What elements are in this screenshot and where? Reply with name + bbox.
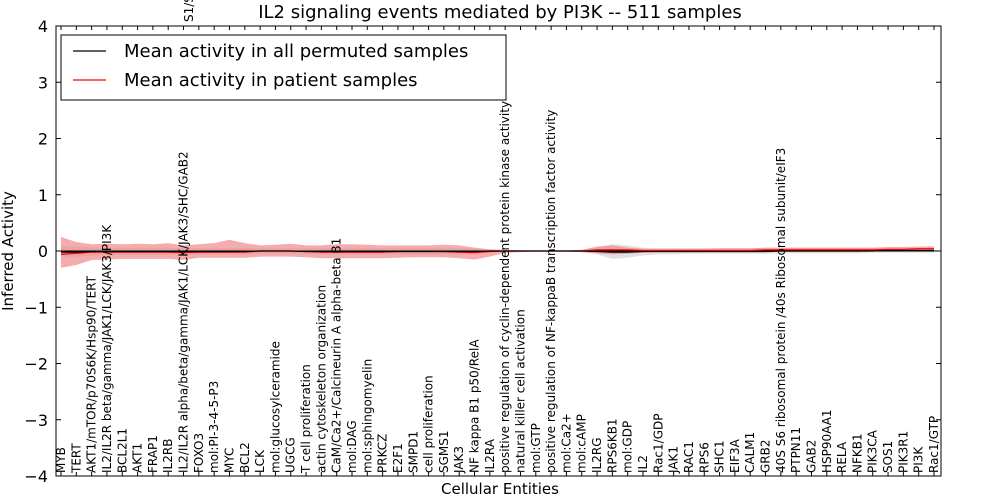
y-tick-label: −1 — [24, 298, 48, 317]
category-label: RELA — [835, 441, 849, 473]
category-label: LCK — [253, 449, 267, 473]
category-label: positive regulation of cyclin-dependent … — [498, 101, 512, 473]
x-axis-label: Cellular Entities — [441, 480, 559, 498]
category-label: mol:cAMP — [575, 414, 589, 473]
category-label: RPS6KB1 — [605, 418, 619, 473]
category-label: actin cytoskeleton organization — [314, 285, 328, 473]
y-tick-label: 0 — [38, 242, 48, 261]
category-label: NFKB1 — [850, 433, 864, 473]
category-label: MYB — [54, 447, 68, 473]
category-label: SMPD1 — [406, 431, 420, 473]
permuted-mean-line — [61, 249, 934, 253]
category-label: UGCG — [284, 437, 298, 473]
legend-patient-label: Mean activity in patient samples — [124, 70, 418, 91]
category-label: positive regulation of NF-kappaB transcr… — [544, 110, 558, 473]
category-label: IL2RB — [161, 439, 175, 473]
y-tick-label: 4 — [38, 17, 48, 36]
category-label: mol:GTP — [529, 423, 543, 473]
category-label: TERT — [69, 443, 83, 474]
category-label: cell proliferation — [422, 375, 436, 473]
category-label: FRAP1 — [146, 435, 160, 473]
y-tick-label: −2 — [24, 355, 48, 374]
category-label: IL2/IL2R alpha/beta/gamma/JAK1/LCK/JAK3/… — [177, 151, 191, 473]
category-label: NF kappa B1 p50/RelA — [468, 339, 482, 473]
category-label: SHC1 — [713, 440, 727, 473]
y-tick-label: 1 — [38, 186, 48, 205]
category-label: natural killer cell activation — [513, 309, 527, 473]
category-label: mol:Ca2+ — [559, 413, 573, 473]
category-label: SOS1 — [881, 441, 895, 473]
category-label: E2F1 — [391, 443, 405, 473]
category-label: SGMS1 — [437, 430, 451, 473]
series-lines — [60, 248, 934, 255]
category-label: IL2RA — [483, 438, 497, 473]
category-label: CALM1 — [743, 432, 757, 473]
category-label: AKT1 — [131, 443, 145, 473]
clipped-top-label-group: S1/SI — [182, 0, 196, 22]
category-label: PIK3CA — [866, 429, 880, 473]
legend-permuted-label: Mean activity in all permuted samples — [124, 41, 468, 62]
y-tick-label: 2 — [38, 130, 48, 149]
category-label: Rac1/GTP — [927, 416, 941, 473]
axes: −4 −3 −2 −1 0 1 2 3 4 — [24, 17, 942, 486]
category-label: IL2/IL2R beta/gamma/JAK1/LCK/JAK3/PI3K — [100, 224, 114, 473]
category-label: JAK3 — [452, 446, 466, 474]
category-label: JAK1 — [667, 446, 681, 474]
category-label: IL2 — [636, 455, 650, 473]
category-label: mol:GDP — [621, 421, 635, 473]
category-label: Rac1/GDP — [651, 414, 665, 473]
y-tick-label: −3 — [24, 411, 48, 430]
category-label: PI3K — [912, 446, 926, 473]
category-label: mol:PI-3-4-5-P3 — [207, 381, 221, 473]
category-label: AKT1/mTOR/p70S6K/Hsp90/TERT — [85, 275, 99, 473]
category-label: PRKCZ — [376, 434, 390, 473]
category-label: GRB2 — [759, 439, 773, 473]
patient-band — [61, 236, 934, 268]
category-label: IL2RG — [590, 438, 604, 474]
y-tick-label: 3 — [38, 73, 48, 92]
y-tick-label: −4 — [24, 467, 48, 486]
category-label: T cell proliferation — [299, 364, 313, 474]
category-label: PTPN11 — [789, 427, 803, 473]
category-label: mol:DAG — [345, 420, 359, 473]
clipped-top-label: S1/SI — [182, 0, 196, 22]
category-label: BCL2 — [238, 442, 252, 473]
category-label: RPS6 — [697, 442, 711, 473]
legend-box — [60, 34, 507, 101]
category-label: CaM/Ca2+/Calcineurin A alpha-beta B1 — [330, 238, 344, 473]
category-label: RAC1 — [682, 441, 696, 473]
category-label: BCL2L1 — [115, 428, 129, 473]
legend: Mean activity in all permuted samples Mea… — [60, 34, 507, 101]
category-label: FOXO3 — [192, 433, 206, 473]
category-label: mol:glucosylceramide — [268, 341, 282, 473]
category-label: HSP90AA1 — [820, 409, 834, 473]
chart-title: IL2 signaling events mediated by PI3K --… — [258, 2, 742, 23]
category-label: 40S S6 ribosomal protein /40s Ribosomal … — [774, 148, 788, 473]
category-labels: MYB TERT AKT1/mTOR/p70S6K/Hsp90/TERT IL2/IL… — [54, 101, 941, 474]
category-label: mol:sphingomyelin — [360, 359, 374, 473]
category-label: MYC — [222, 448, 236, 473]
category-label: EIF3A — [728, 438, 742, 473]
category-label: PIK3R1 — [896, 431, 910, 473]
y-axis-label: Inferred Activity — [0, 191, 17, 311]
category-label: GAB2 — [804, 440, 818, 473]
